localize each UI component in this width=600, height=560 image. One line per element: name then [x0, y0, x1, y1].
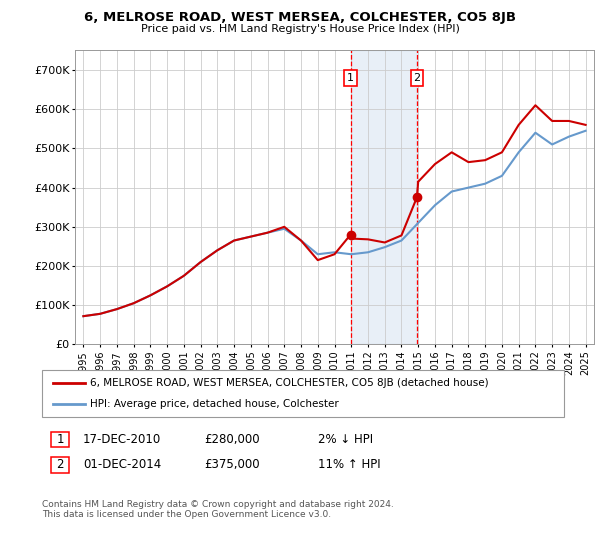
- Text: 2: 2: [56, 458, 64, 472]
- Text: 1: 1: [347, 73, 354, 83]
- Text: Contains HM Land Registry data © Crown copyright and database right 2024.
This d: Contains HM Land Registry data © Crown c…: [42, 500, 394, 519]
- Text: 17-DEC-2010: 17-DEC-2010: [83, 433, 161, 446]
- Text: £375,000: £375,000: [204, 458, 260, 472]
- Text: 01-DEC-2014: 01-DEC-2014: [83, 458, 161, 472]
- Text: 1: 1: [56, 433, 64, 446]
- Text: 2: 2: [413, 73, 421, 83]
- Text: £280,000: £280,000: [204, 433, 260, 446]
- Text: Price paid vs. HM Land Registry's House Price Index (HPI): Price paid vs. HM Land Registry's House …: [140, 24, 460, 34]
- Text: HPI: Average price, detached house, Colchester: HPI: Average price, detached house, Colc…: [90, 399, 339, 409]
- Text: 11% ↑ HPI: 11% ↑ HPI: [318, 458, 380, 472]
- Text: 6, MELROSE ROAD, WEST MERSEA, COLCHESTER, CO5 8JB: 6, MELROSE ROAD, WEST MERSEA, COLCHESTER…: [84, 11, 516, 24]
- Text: 6, MELROSE ROAD, WEST MERSEA, COLCHESTER, CO5 8JB (detached house): 6, MELROSE ROAD, WEST MERSEA, COLCHESTER…: [90, 378, 488, 388]
- Text: 2% ↓ HPI: 2% ↓ HPI: [318, 433, 373, 446]
- Bar: [350, 50, 417, 344]
